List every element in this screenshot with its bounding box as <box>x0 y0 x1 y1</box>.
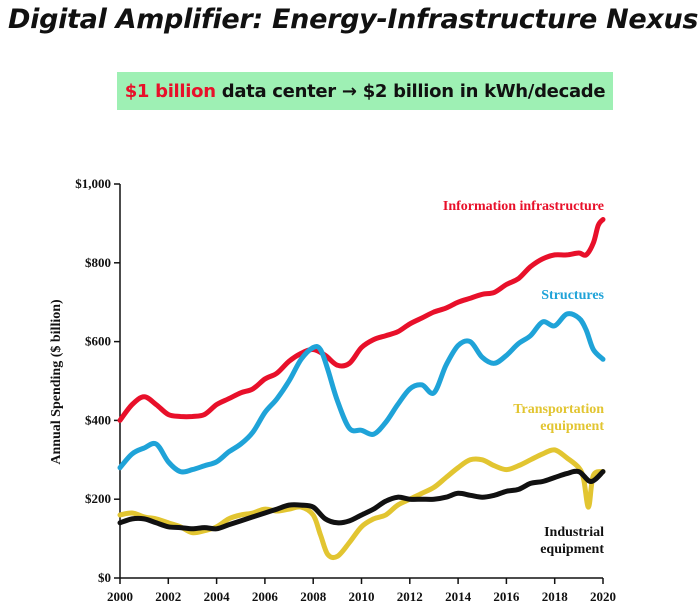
x-tick-label: 2012 <box>397 589 423 604</box>
arrow-icon: → <box>341 80 357 102</box>
x-tick-label: 2018 <box>542 589 569 604</box>
series-label-structures: Structures <box>541 288 604 303</box>
x-tick-label: 2008 <box>300 589 327 604</box>
chart-axes: $0 $200 $400 $600 $800 $1,000 2000 2002 2004 2006… <box>75 176 616 604</box>
x-tick-label: 2014 <box>445 589 472 604</box>
page-title: Digital Amplifier: Energy-Infrastructure… <box>8 4 699 35</box>
x-tick-label: 2004 <box>204 589 231 604</box>
y-axis-label: Annual Spending ($ billion) <box>49 299 64 465</box>
series-label-line: Transportation <box>513 402 604 417</box>
banner-tail: $2 billion in kWh/decade <box>362 80 606 102</box>
series-label-line: equipment <box>540 419 604 434</box>
x-tick-label: 2020 <box>590 589 616 604</box>
series-line-transportation-equipment <box>117 447 606 561</box>
series-label-line: Information infrastructure <box>443 199 604 214</box>
x-tick-label: 2006 <box>252 589 279 604</box>
y-tick-label: $0 <box>98 570 111 585</box>
y-tick-label: $600 <box>85 334 111 349</box>
x-tick-label: 2016 <box>493 589 520 604</box>
series-label-line: Industrial <box>544 525 604 540</box>
y-tick-label: $800 <box>85 255 111 270</box>
x-tick-label: 2010 <box>349 589 375 604</box>
y-tick-label: $1,000 <box>75 176 111 191</box>
series-line-industrial-equipment <box>117 468 606 532</box>
series-label-line: equipment <box>540 542 604 557</box>
series-label-transportation-equipment: Transportation equipment <box>513 402 604 434</box>
chart-lines <box>117 217 606 561</box>
banner-text: data center <box>221 80 336 102</box>
series-labels: Information infrastructure Structures Tran… <box>443 199 605 557</box>
energy-banner: $1 billion data center → $2 billion in k… <box>117 72 613 110</box>
x-tick-label: 2000 <box>107 589 133 604</box>
series-line-information-infrastructure <box>117 217 606 423</box>
series-label-line: Structures <box>541 288 604 303</box>
series-label-information-infrastructure: Information infrastructure <box>443 199 604 214</box>
y-tick-label: $200 <box>85 491 111 506</box>
series-line-structures <box>117 311 606 475</box>
x-tick-label: 2002 <box>155 589 181 604</box>
y-tick-label: $400 <box>85 412 111 427</box>
series-label-industrial-equipment: Industrial equipment <box>540 525 604 557</box>
banner-highlight: $1 billion <box>124 80 216 102</box>
